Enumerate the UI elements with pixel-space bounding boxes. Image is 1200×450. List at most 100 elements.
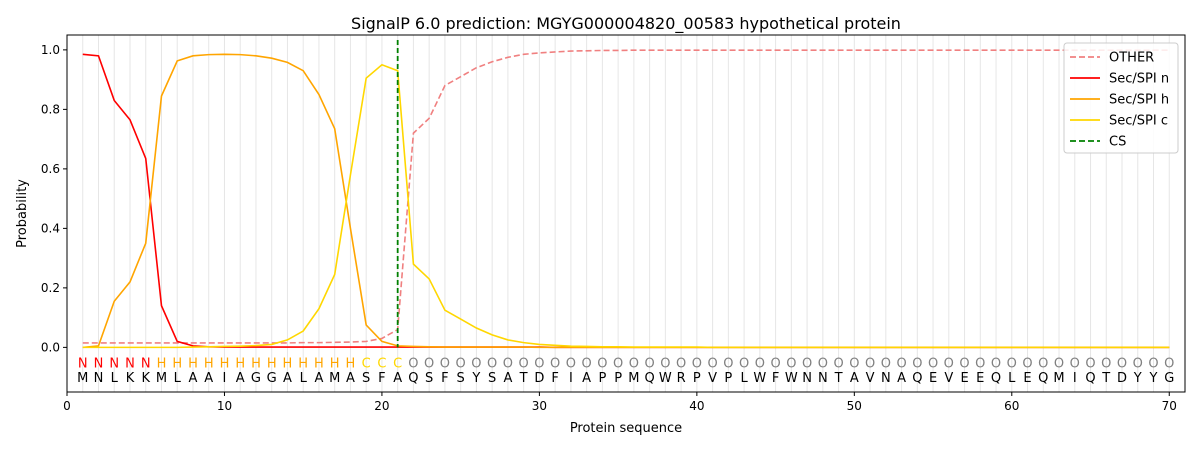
sequence-letter: P — [693, 371, 701, 386]
x-tick-label: 0 — [63, 399, 71, 413]
legend-label: Sec/SPI n — [1109, 72, 1169, 87]
sequence-letter: I — [569, 371, 573, 386]
sequence-letter: A — [897, 371, 906, 386]
sequence-letter: Q — [1038, 371, 1048, 386]
x-tick-label: 50 — [847, 399, 862, 413]
sequence-letter: Q — [645, 371, 655, 386]
sequence-letter: G — [251, 371, 261, 386]
annotation-letter: H — [267, 356, 277, 371]
annotation-letter: O — [456, 356, 466, 371]
annotation-letter: O — [440, 356, 450, 371]
annotation-letter: O — [912, 356, 922, 371]
annotation-letter: O — [408, 356, 418, 371]
annotation-letter: H — [298, 356, 308, 371]
sequence-letter: A — [236, 371, 245, 386]
sequence-letter: S — [425, 371, 433, 386]
sequence-letter: W — [753, 371, 766, 386]
annotation-letter: O — [582, 356, 592, 371]
sequence-letter: M — [329, 371, 340, 386]
sequence-letter: P — [614, 371, 622, 386]
annotation-letter: N — [78, 356, 88, 371]
annotation-letter: O — [1054, 356, 1064, 371]
y-axis-ticks: 0.0 0.2 0.4 0.6 0.8 1.0 — [41, 43, 67, 354]
annotation-letter: O — [660, 356, 670, 371]
sequence-letter: P — [724, 371, 732, 386]
annotation-letter: O — [597, 356, 607, 371]
annotation-letter: O — [645, 356, 655, 371]
sequence-letter: E — [929, 371, 937, 386]
sequence-letter: T — [1101, 371, 1110, 386]
annotation-letter: O — [1117, 356, 1127, 371]
legend-label: OTHER — [1109, 51, 1154, 66]
annotation-letter: N — [109, 356, 119, 371]
sequence-letter: F — [772, 371, 779, 386]
annotation-letter: O — [896, 356, 906, 371]
sequence-letter: P — [598, 371, 606, 386]
sequence-letter: L — [740, 371, 748, 386]
annotation-letter: O — [1085, 356, 1095, 371]
sequence-letter: S — [488, 371, 496, 386]
y-tick-label: 1.0 — [41, 43, 60, 57]
annotation-letter: O — [471, 356, 481, 371]
annotation-letter: H — [204, 356, 214, 371]
sequence-letter: M — [77, 371, 88, 386]
x-tick-label: 70 — [1162, 399, 1177, 413]
annotation-letter: O — [833, 356, 843, 371]
x-tick-label: 40 — [689, 399, 704, 413]
x-tick-label: 60 — [1004, 399, 1019, 413]
annotation-letter: O — [770, 356, 780, 371]
annotation-letter: N — [125, 356, 135, 371]
x-tick-label: 30 — [532, 399, 547, 413]
sequence-letter: M — [628, 371, 639, 386]
annotation-letter: O — [534, 356, 544, 371]
chart-title: SignalP 6.0 prediction: MGYG000004820_00… — [351, 14, 901, 34]
sequence-annotations: NMNNNLNKNKHMHLHAHAHIHAHGHGHAHLHAHMHACSCF… — [77, 356, 1174, 386]
annotation-letter: O — [928, 356, 938, 371]
sequence-letter: E — [976, 371, 984, 386]
sequence-letter: V — [866, 371, 875, 386]
annotation-letter: O — [1164, 356, 1174, 371]
annotation-letter: O — [707, 356, 717, 371]
sequence-letter: E — [1023, 371, 1031, 386]
sequence-letter: L — [174, 371, 182, 386]
sequence-letter: R — [677, 371, 686, 386]
series-lines — [82, 40, 1170, 349]
sequence-letter: A — [346, 371, 355, 386]
annotation-letter: H — [346, 356, 356, 371]
legend-label: CS — [1109, 135, 1126, 150]
plot-frame — [66, 34, 1186, 393]
sequence-letter: E — [960, 371, 968, 386]
x-axis-ticks: 0 10 20 30 40 50 60 70 — [63, 392, 1177, 413]
sequence-letter: K — [141, 371, 150, 386]
annotation-letter: O — [1038, 356, 1048, 371]
annotation-letter: O — [424, 356, 434, 371]
sequence-letter: F — [551, 371, 558, 386]
annotation-letter: O — [487, 356, 497, 371]
annotation-letter: O — [849, 356, 859, 371]
annotation-letter: O — [865, 356, 875, 371]
annotation-letter: H — [235, 356, 245, 371]
sequence-letter: N — [802, 371, 812, 386]
annotation-letter: O — [755, 356, 765, 371]
sequence-letter: W — [785, 371, 798, 386]
sequence-letter: S — [457, 371, 465, 386]
sequence-letter: N — [881, 371, 891, 386]
sequence-letter: A — [189, 371, 198, 386]
annotation-letter: H — [188, 356, 198, 371]
sequence-letter: T — [834, 371, 843, 386]
sequence-letter: W — [659, 371, 672, 386]
x-tick-label: 20 — [374, 399, 389, 413]
sequence-letter: I — [223, 371, 227, 386]
sequence-letter: M — [156, 371, 167, 386]
series-line-sec-spi-c — [82, 63, 1170, 349]
annotation-letter: H — [172, 356, 182, 371]
annotation-letter: O — [1022, 356, 1032, 371]
y-tick-label: 0.4 — [41, 221, 60, 235]
annotation-letter: O — [550, 356, 560, 371]
annotation-letter: H — [251, 356, 261, 371]
sequence-letter: A — [582, 371, 591, 386]
sequence-letter: Q — [408, 371, 418, 386]
annotation-letter: C — [362, 356, 371, 371]
